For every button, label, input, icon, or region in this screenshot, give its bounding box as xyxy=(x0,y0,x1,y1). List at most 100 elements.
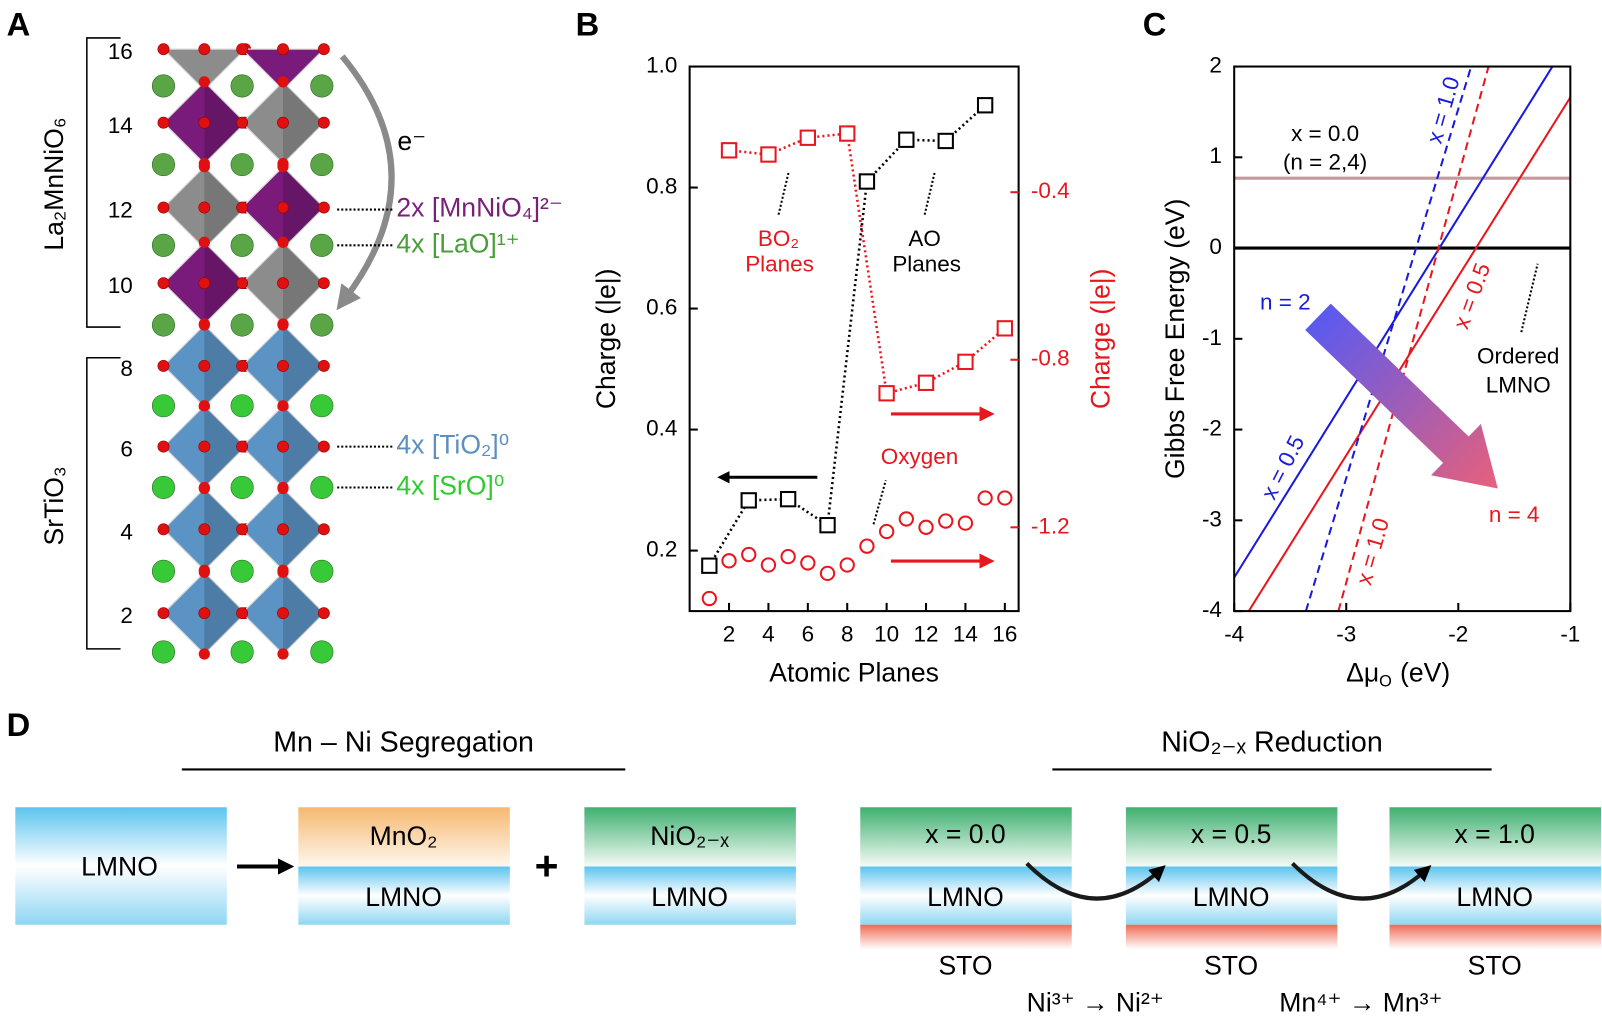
oxygen-atom xyxy=(198,277,211,290)
annotation: x = 0.0 xyxy=(1291,121,1359,146)
annotation: Planes xyxy=(892,252,961,277)
oxygen-atom xyxy=(198,236,210,248)
y-axis-label: Gibbs Free Energy (eV) xyxy=(1160,199,1190,479)
a-site-atom xyxy=(310,475,334,500)
octahedron-shade xyxy=(204,242,246,324)
x-tick-label: 10 xyxy=(874,622,899,647)
oxygen-atom xyxy=(277,607,289,620)
panel-letter: A xyxy=(7,5,31,42)
x-tick-label: -3 xyxy=(1336,622,1356,647)
a-site-atom xyxy=(151,559,176,583)
slab-label: STO xyxy=(1204,951,1258,981)
circle-marker xyxy=(898,511,914,527)
oxygen-atom xyxy=(277,523,289,536)
film-label: La₂MnNiO₆ xyxy=(39,117,69,250)
oxygen-atom xyxy=(277,277,289,290)
oxygen-atom xyxy=(277,201,289,214)
annotation: Planes xyxy=(745,252,814,277)
plane-label: 4 xyxy=(120,519,133,544)
octahedron-shade xyxy=(283,325,324,407)
x-tick-label: 6 xyxy=(802,622,814,647)
y-axis-label: Charge (|e|) xyxy=(591,268,621,409)
circle-marker xyxy=(819,565,836,582)
oxygen-atom xyxy=(157,523,170,536)
octahedron-shade xyxy=(283,166,324,249)
oxygen-atom xyxy=(317,359,330,372)
slab-label: LMNO xyxy=(365,882,442,912)
plane-label: 8 xyxy=(120,356,133,381)
lmno-slab xyxy=(15,807,227,925)
oxygen-atom xyxy=(198,76,210,88)
oxygen-atom xyxy=(198,440,211,453)
slab-label: x = 0.0 xyxy=(925,819,1005,849)
electron-label: e⁻ xyxy=(397,126,426,156)
octahedron-shade xyxy=(283,572,324,655)
x-tick-label: 8 xyxy=(841,622,854,647)
oxygen-atom xyxy=(277,76,289,88)
oxygen-atom xyxy=(317,607,330,620)
top-slab xyxy=(298,807,510,867)
panel-letter: B xyxy=(576,5,600,42)
slab-label: STO xyxy=(938,951,992,981)
y-tick-label: -1 xyxy=(1202,325,1222,350)
a-site-atom xyxy=(230,559,254,583)
square-marker xyxy=(779,490,797,508)
leader-line xyxy=(777,171,790,215)
step-label: Mn⁴⁺ → Mn³⁺ xyxy=(1279,987,1442,1017)
slab-label: x = 0.5 xyxy=(1191,819,1271,849)
a-site-atom xyxy=(310,313,334,337)
octahedron-shade xyxy=(283,405,324,488)
circle-marker xyxy=(701,590,717,607)
sto-slab xyxy=(860,924,1072,950)
square-marker xyxy=(858,173,876,190)
a-site-atom xyxy=(310,559,334,583)
annotation: LMNO xyxy=(1486,372,1551,397)
oxygen-atom xyxy=(198,43,211,56)
circle-marker xyxy=(800,555,816,571)
oxygen-atom xyxy=(157,201,170,214)
circle-marker xyxy=(760,557,777,573)
oxygen-atom xyxy=(277,359,289,372)
octahedron-shade xyxy=(204,81,246,164)
square-marker xyxy=(878,385,895,402)
oxygen-atom xyxy=(198,523,211,536)
a-site-atom xyxy=(151,74,176,98)
y-tick-label: 0.4 xyxy=(646,416,677,441)
octahedron-shade xyxy=(204,325,246,407)
annotation: x = 0.5 xyxy=(1256,431,1309,503)
annotation: x = 0.5 xyxy=(1448,260,1495,333)
top-slab xyxy=(584,807,796,867)
square-marker xyxy=(701,557,718,574)
layer-label: 4x [LaO]¹⁺ xyxy=(396,228,519,258)
step-label: Ni³⁺ → Ni²⁺ xyxy=(1027,987,1164,1017)
x-axis-label-sub: O xyxy=(1379,673,1392,691)
y-tick-label: 0.2 xyxy=(646,537,677,562)
oxygen-atom xyxy=(236,116,249,129)
annotation: Ordered xyxy=(1477,344,1559,369)
y-tick-label: -3 xyxy=(1202,506,1222,531)
square-marker xyxy=(996,320,1014,337)
top-slab xyxy=(860,807,1072,867)
lmno-slab xyxy=(298,866,510,925)
sto-slab xyxy=(1125,924,1338,950)
oxygen-atom xyxy=(157,440,170,453)
y-tick-label: -4 xyxy=(1202,597,1222,622)
oxygen-atom xyxy=(277,400,289,412)
plus-sign: + xyxy=(535,842,559,888)
slab-label: MnO₂ xyxy=(370,821,438,851)
oxygen-atom xyxy=(236,523,249,536)
annotation: x = 1.0 xyxy=(1351,515,1394,587)
square-marker xyxy=(898,131,915,148)
a-site-atom xyxy=(230,74,254,98)
circle-marker xyxy=(957,515,974,531)
a-site-atom xyxy=(151,394,176,418)
octahedron-shade xyxy=(204,572,246,655)
layer-label: 4x [SrO]⁰ xyxy=(396,470,504,500)
x-tick-label: 12 xyxy=(914,622,939,647)
x-tick-label: 14 xyxy=(953,622,978,647)
leader-line xyxy=(923,171,936,215)
oxygen-atom xyxy=(198,319,210,331)
octahedron-shade xyxy=(283,242,324,324)
oxygen-atom xyxy=(317,277,330,290)
oxygen-atom xyxy=(236,201,249,214)
